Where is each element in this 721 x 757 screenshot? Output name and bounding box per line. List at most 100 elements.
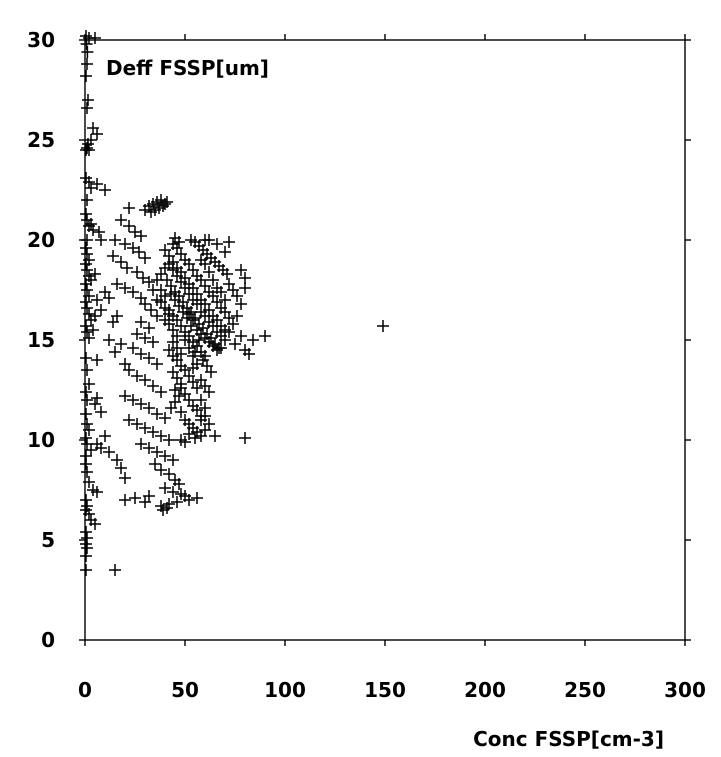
data-point: [195, 394, 207, 406]
data-point: [83, 290, 95, 302]
data-point: [155, 386, 167, 398]
data-point: [173, 236, 185, 248]
data-point: [211, 344, 223, 356]
data-point: [81, 394, 93, 406]
data-point: [127, 286, 139, 298]
data-point: [175, 348, 187, 360]
data-point: [80, 208, 92, 220]
data-point: [103, 334, 115, 346]
data-point: [119, 494, 131, 506]
x-tick-label: 300: [664, 678, 706, 702]
data-point: [109, 234, 121, 246]
data-point: [89, 268, 101, 280]
data-point: [139, 252, 151, 264]
data-point: [155, 430, 167, 442]
data-point: [175, 434, 187, 446]
data-point: [119, 472, 131, 484]
data-point: [145, 206, 157, 218]
data-point: [219, 246, 231, 258]
data-point: [157, 200, 169, 212]
data-point: [199, 410, 211, 422]
data-point: [89, 518, 101, 530]
data-point: [81, 302, 93, 314]
data-point: [175, 360, 187, 372]
data-point: [159, 412, 171, 424]
data-point: [123, 364, 135, 376]
data-point: [81, 418, 93, 430]
data-point: [80, 408, 92, 420]
data-point: [135, 230, 147, 242]
data-point: [81, 284, 93, 296]
y-tick-label: 25: [27, 128, 55, 152]
data-point: [171, 496, 183, 508]
data-point: [235, 330, 247, 342]
data-point: [235, 264, 247, 276]
data-points: [80, 30, 389, 576]
data-point: [167, 350, 179, 362]
data-point: [149, 458, 161, 470]
data-point: [83, 476, 95, 488]
data-point: [139, 422, 151, 434]
data-point: [211, 238, 223, 250]
data-point: [107, 250, 119, 262]
data-point: [83, 424, 95, 436]
data-point: [151, 358, 163, 370]
data-point: [229, 338, 241, 350]
data-point: [80, 564, 92, 576]
data-point: [103, 292, 115, 304]
data-point: [80, 38, 93, 50]
y-axis-ticks: 0 5 10 15 20 25 30: [27, 28, 691, 652]
data-point: [175, 406, 187, 418]
data-point: [111, 278, 123, 290]
x-tick-label: 250: [564, 678, 606, 702]
data-point: [81, 326, 93, 338]
data-point: [111, 454, 123, 466]
data-point: [83, 378, 95, 390]
data-point: [183, 428, 195, 440]
data-point: [80, 296, 92, 308]
data-point: [211, 282, 223, 294]
data-point: [139, 332, 151, 344]
data-point: [191, 382, 203, 394]
data-point: [95, 234, 107, 246]
data-point: [80, 432, 92, 444]
data-point: [219, 294, 231, 306]
data-point: [115, 462, 127, 474]
data-point: [193, 334, 205, 346]
data-point: [243, 348, 255, 360]
data-point: [83, 144, 95, 156]
data-point: [91, 486, 103, 498]
data-point: [80, 320, 92, 332]
data-point: [131, 370, 143, 382]
data-point: [147, 284, 159, 296]
data-point: [185, 234, 197, 246]
data-point: [95, 442, 107, 454]
data-point: [85, 218, 97, 230]
data-point: [83, 308, 95, 320]
data-point: [135, 316, 147, 328]
data-point: [173, 478, 185, 490]
data-point: [109, 346, 121, 358]
data-point: [127, 394, 139, 406]
data-point: [147, 426, 159, 438]
data-point: [223, 236, 235, 248]
data-point: [147, 336, 159, 348]
data-point: [187, 314, 199, 326]
data-point: [80, 550, 92, 562]
data-point: [81, 364, 93, 376]
data-point: [207, 274, 219, 286]
y-tick-label: 30: [27, 28, 55, 52]
x-tick-label: 200: [464, 678, 506, 702]
plot-area: [84, 39, 686, 641]
data-point: [205, 366, 217, 378]
data-point: [123, 414, 135, 426]
data-point: [203, 266, 215, 278]
data-point: [115, 214, 127, 226]
y-tick-label: 10: [27, 428, 55, 452]
x-axis-ticks: 0 50 100 150 200 250 300: [78, 34, 706, 702]
data-point: [223, 312, 235, 324]
data-point: [195, 254, 207, 266]
data-point: [119, 238, 131, 250]
data-point: [143, 402, 155, 414]
data-point: [115, 256, 127, 268]
